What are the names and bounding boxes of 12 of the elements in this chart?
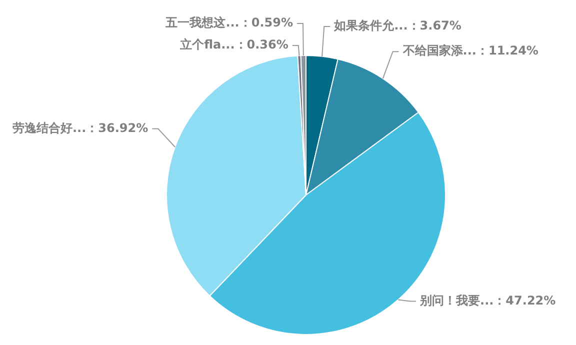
slice-label: 立个fla... <box>179 38 235 52</box>
data-label: ：0.36% <box>234 38 288 52</box>
slice-label: 五一我想这... <box>164 16 240 30</box>
data-label: ：0.59% <box>239 16 294 30</box>
slice-label: 劳逸结合好... <box>12 120 86 135</box>
data-label: ：36.92% <box>86 120 148 135</box>
slice-label: 不给国家添... <box>402 44 476 58</box>
slice-label: 别问！我要... <box>419 293 494 308</box>
slice-label: 如果条件允... <box>333 18 408 33</box>
data-label: ：11.24% <box>476 44 538 58</box>
data-label: ：3.67% <box>408 18 462 33</box>
data-label: ：47.22% <box>494 293 556 308</box>
